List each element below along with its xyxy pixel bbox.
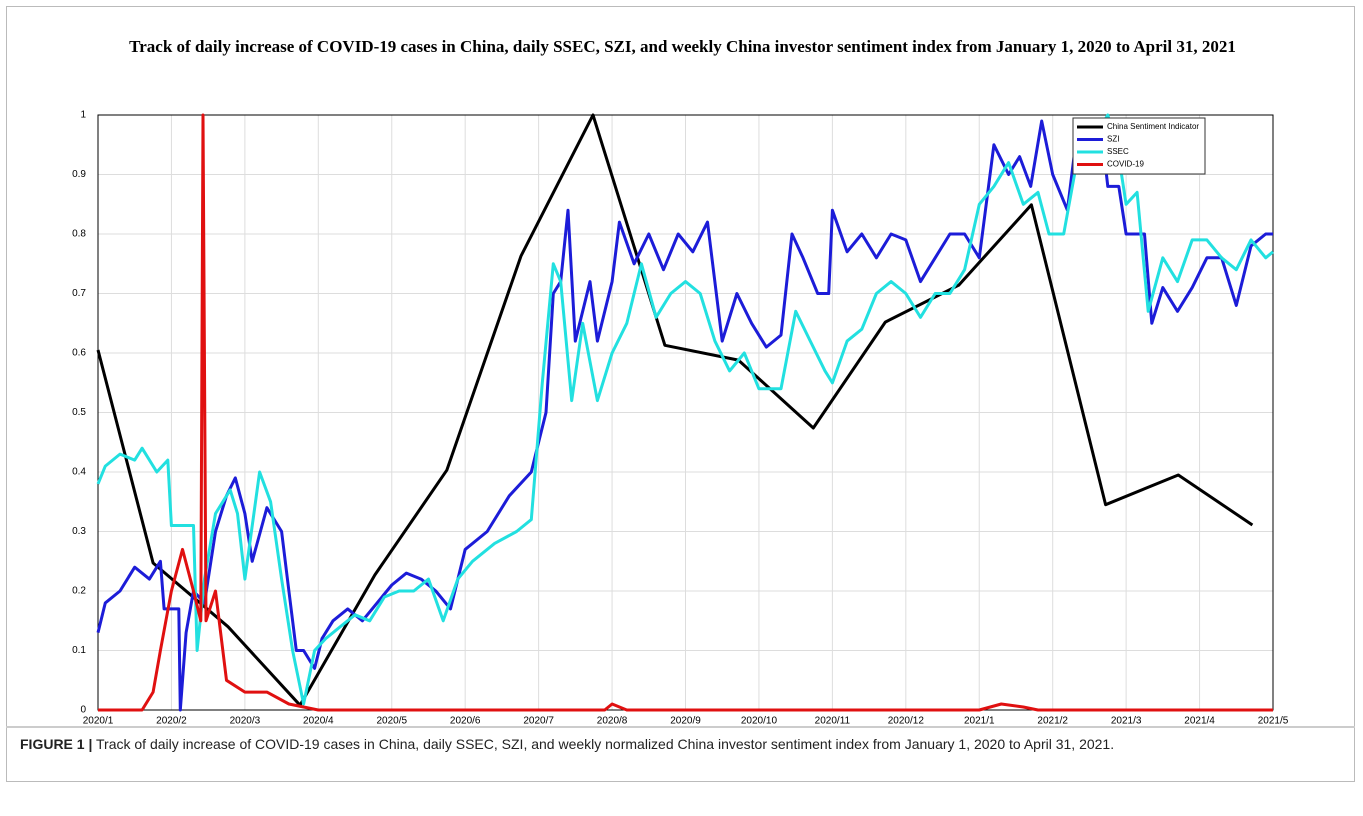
- y-tick-label: 0.7: [72, 288, 86, 299]
- legend-label: SSEC: [1107, 147, 1129, 156]
- x-tick-label: 2021/1: [964, 716, 995, 726]
- y-tick-label: 0.2: [72, 586, 86, 597]
- x-tick-label: 2020/1: [83, 716, 114, 726]
- caption-label: FIGURE 1 |: [20, 736, 93, 752]
- x-tick-label: 2020/12: [888, 716, 925, 726]
- y-tick-label: 0: [80, 705, 86, 716]
- legend-label: SZI: [1107, 135, 1119, 144]
- x-tick-label: 2021/3: [1111, 716, 1142, 726]
- x-tick-label: 2020/11: [815, 716, 851, 726]
- y-tick-label: 1: [80, 110, 86, 121]
- x-tick-label: 2020/8: [597, 716, 628, 726]
- x-tick-label: 2020/9: [670, 716, 701, 726]
- series-line: [96, 113, 1254, 707]
- chart: 0 0.1 0.2 0.3 0.4 0.5 0.6 0.7 0.8 0.9 1 2020/1 2020/…: [72, 110, 1289, 726]
- y-tick-label: 0.4: [72, 467, 86, 478]
- y-tick-label: 0.6: [72, 348, 86, 359]
- x-tick-label: 2020/10: [741, 716, 778, 726]
- x-tick-label: 2021/5: [1258, 716, 1289, 726]
- x-tick-label: 2020/2: [156, 716, 187, 726]
- caption: FIGURE 1 | Track of daily increase of CO…: [20, 734, 1340, 754]
- y-tick-label: 0.3: [72, 526, 86, 537]
- y-tick-label: 0.9: [72, 169, 86, 180]
- figure-frame: [6, 6, 1355, 782]
- legend-label: China Sentiment Indicator: [1107, 122, 1199, 131]
- chart-title: Track of daily increase of COVID-19 case…: [129, 37, 1236, 56]
- separator: [6, 726, 1355, 728]
- x-tick-label: 2020/4: [303, 716, 334, 726]
- x-tick-label: 2020/5: [376, 716, 407, 726]
- x-tick-label: 2021/4: [1184, 716, 1215, 726]
- legend-label: COVID-19: [1107, 160, 1144, 169]
- caption-text: Track of daily increase of COVID-19 case…: [96, 736, 1115, 752]
- x-tick-label: 2020/6: [450, 716, 481, 726]
- y-tick-label: 0.8: [72, 229, 86, 240]
- y-tick-label: 0.5: [72, 407, 86, 418]
- x-tick-label: 2020/3: [230, 716, 261, 726]
- x-tick-label: 2020/7: [523, 716, 554, 726]
- x-tick-label: 2021/2: [1037, 716, 1068, 726]
- series-line: [98, 113, 1273, 712]
- y-tick-label: 0.1: [72, 645, 86, 656]
